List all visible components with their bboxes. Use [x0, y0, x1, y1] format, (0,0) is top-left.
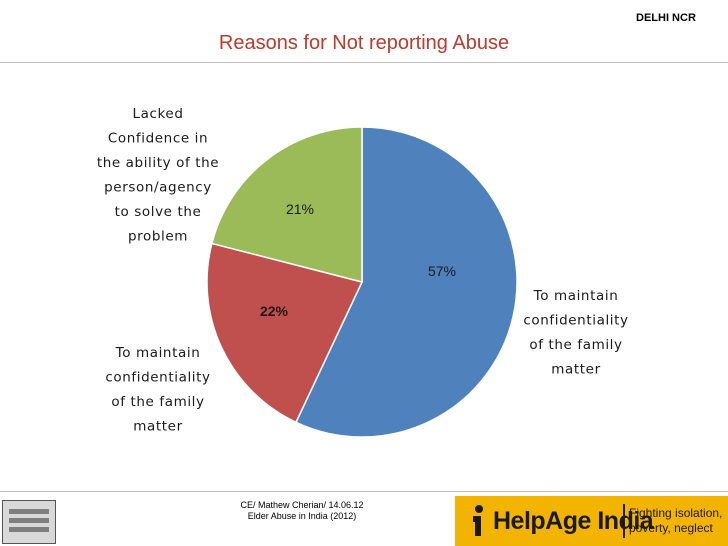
- slice-category-label-line: Lacked: [132, 106, 183, 122]
- brand-name: HelpAge India: [493, 507, 654, 535]
- slice-value-label-1: 57%: [428, 263, 456, 279]
- brand-tagline: Fighting isolation, poverty, neglect: [629, 506, 722, 536]
- slice-category-label-line: the ability of the: [97, 155, 219, 171]
- slice-category-label-line: problem: [128, 229, 188, 245]
- chart-title: Reasons for Not reporting Abuse: [218, 32, 510, 54]
- footer-credit: CE/ Mathew Cherian/ 14.06.12 Elder Abuse…: [232, 500, 372, 522]
- slice-category-label-2: To maintain confidentiality of the family m…: [105, 345, 210, 435]
- region-label: DELHI NCR: [636, 12, 696, 24]
- slice-category-label-line: To maintain: [115, 345, 201, 361]
- brand-tagline-line-1: Fighting isolation,: [629, 506, 723, 520]
- brand-tagline-line-2: poverty, neglect: [629, 521, 713, 535]
- pie-slice-2: [206, 242, 364, 424]
- helpage-logo-icon: [473, 505, 483, 536]
- slice-category-label-line: of the family: [529, 337, 622, 353]
- slice-category-label-line: matter: [133, 419, 182, 435]
- bottom-divider: [0, 491, 728, 492]
- organization-logo-icon: [2, 500, 56, 544]
- slice-category-label-line: confidentiality: [523, 313, 628, 329]
- slice-value-label-2: 22%: [260, 303, 289, 319]
- slice-category-label-line: matter: [551, 362, 600, 378]
- pie-slice-1: [295, 126, 518, 438]
- pie-slice-3: [210, 126, 363, 283]
- brand-divider: [623, 504, 625, 538]
- slice-category-label-line: Confidence in: [108, 131, 208, 147]
- slice-category-label-line: confidentiality: [105, 370, 210, 386]
- pie-chart: 57% To maintain confidentiality of the fami…: [97, 106, 628, 438]
- footer-credit-line-1: CE/ Mathew Cherian/ 14.06.12: [240, 500, 364, 510]
- slice-category-label-line: To maintain: [533, 288, 619, 304]
- slice-category-label-line: of the family: [111, 394, 204, 410]
- slice-category-label-line: to solve the: [115, 204, 202, 220]
- helpage-brand-banner: HelpAge India Fighting isolation, povert…: [455, 496, 728, 546]
- slice-category-label-line: person/agency: [104, 180, 212, 196]
- top-divider: [0, 62, 728, 63]
- slice-value-label-3: 21%: [286, 201, 314, 217]
- slice-category-label-3: Lacked Confidence in the ability of the per…: [97, 106, 219, 245]
- footer-credit-line-2: Elder Abuse in India (2012): [247, 511, 357, 521]
- slice-category-label-1: To maintain confidentiality of the family m…: [523, 288, 628, 378]
